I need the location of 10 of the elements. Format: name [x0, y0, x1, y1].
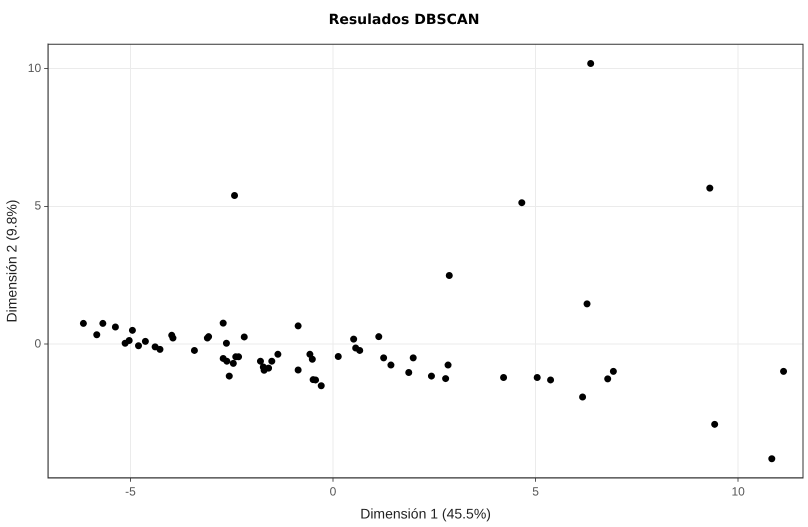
y-tick-label: 5: [34, 198, 42, 213]
y-tick-label: 10: [28, 60, 42, 75]
y-axis-title: Dimensión 2 (9.8%): [3, 200, 20, 322]
y-tick-label: 0: [34, 336, 42, 350]
x-tick-label: 10: [731, 484, 746, 498]
x-tick-label: -5: [125, 484, 136, 498]
x-axis-title: Dimensión 1 (45.5%): [360, 505, 491, 522]
chart-title: Resulados DBSCAN: [328, 12, 480, 28]
x-tick-label: 0: [330, 484, 337, 498]
x-tick-label: 5: [532, 484, 540, 498]
